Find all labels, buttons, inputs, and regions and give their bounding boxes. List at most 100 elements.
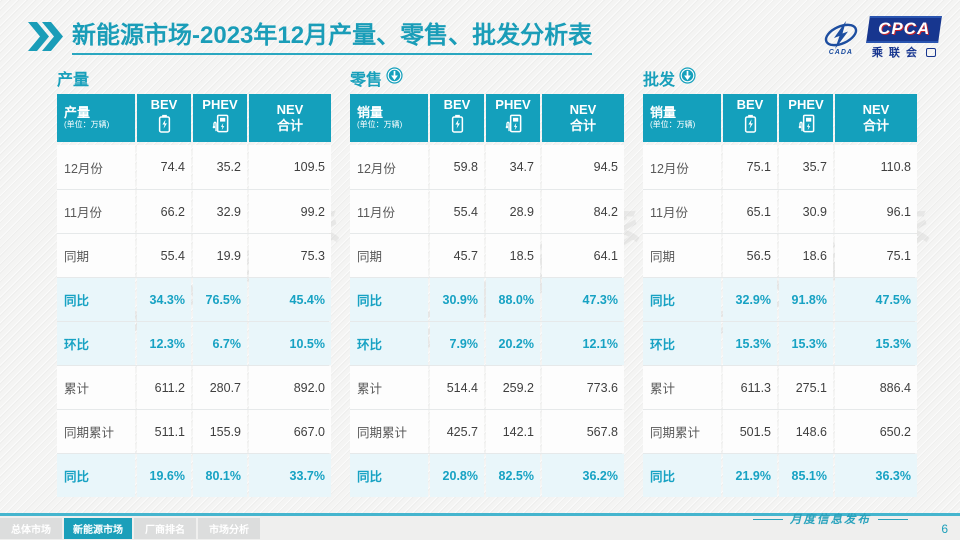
cell-value: 10.5% bbox=[249, 322, 331, 365]
cpca-org-name: 乘联会 bbox=[871, 47, 923, 59]
cell-value: 55.4 bbox=[137, 234, 191, 277]
cell-value: 650.2 bbox=[835, 410, 917, 453]
retail-table: 销量 (单位：万辆) BEV PHEV NEV 合计 12月份 59.8 34.7 94.5 11月… bbox=[350, 94, 624, 497]
row-label: 同期 bbox=[350, 234, 428, 277]
cell-value: 501.5 bbox=[723, 410, 777, 453]
cell-value: 19.6% bbox=[137, 454, 191, 497]
nev-label-line2: 合计 bbox=[569, 118, 596, 133]
section-wholesale: 批发 销量 (单位：万辆) BEV PHEV NEV 合计 12月份 75.1 35.7 110.… bbox=[643, 66, 917, 497]
nav-tab-nev-market[interactable]: 新能源市场 bbox=[64, 518, 132, 539]
cell-value: 148.6 bbox=[779, 410, 833, 453]
cpca-seal-icon bbox=[925, 47, 936, 57]
cell-value: 91.8% bbox=[779, 278, 833, 321]
row-label: 12月份 bbox=[350, 145, 428, 189]
phev-label: PHEV bbox=[495, 96, 531, 112]
bev-label: BEV bbox=[736, 96, 764, 112]
table-row: 12月份 59.8 34.7 94.5 bbox=[350, 145, 624, 189]
cell-value: 18.5 bbox=[486, 234, 540, 277]
table-row: 11月份 55.4 28.9 84.2 bbox=[350, 189, 624, 233]
table-row: 12月份 74.4 35.2 109.5 bbox=[57, 145, 331, 189]
charging-station-icon bbox=[211, 112, 230, 138]
table-header-row: 产量 (单位：万辆) BEV PHEV NEV 合计 bbox=[57, 94, 331, 142]
row-label: 同期 bbox=[643, 234, 721, 277]
bev-column-header: BEV bbox=[137, 94, 191, 142]
cell-value: 514.4 bbox=[430, 366, 484, 409]
cell-value: 15.3% bbox=[835, 322, 917, 365]
row-label: 同比 bbox=[57, 454, 135, 497]
table-row: 同比 30.9% 88.0% 47.3% bbox=[350, 277, 624, 321]
battery-icon bbox=[743, 112, 758, 138]
table-row: 同期累计 501.5 148.6 650.2 bbox=[643, 409, 917, 453]
table-row: 同期 56.5 18.6 75.1 bbox=[643, 233, 917, 277]
table-row: 同期累计 425.7 142.1 567.8 bbox=[350, 409, 624, 453]
cell-value: 84.2 bbox=[542, 190, 624, 233]
cell-value: 75.1 bbox=[835, 234, 917, 277]
cell-value: 511.1 bbox=[137, 410, 191, 453]
cell-value: 110.8 bbox=[835, 145, 917, 189]
measure-label: 产量 bbox=[64, 105, 91, 121]
cell-value: 611.2 bbox=[137, 366, 191, 409]
table-row: 同期 55.4 19.9 75.3 bbox=[57, 233, 331, 277]
nev-label-line2: 合计 bbox=[276, 118, 303, 133]
bottom-nav: 总体市场 新能源市场 厂商排名 市场分析 bbox=[0, 518, 260, 539]
cell-value: 85.1% bbox=[779, 454, 833, 497]
cell-value: 94.5 bbox=[542, 145, 624, 189]
cell-value: 28.9 bbox=[486, 190, 540, 233]
row-label: 同比 bbox=[350, 278, 428, 321]
cell-value: 55.4 bbox=[430, 190, 484, 233]
table-row: 12月份 75.1 35.7 110.8 bbox=[643, 145, 917, 189]
table-row: 累计 611.3 275.1 886.4 bbox=[643, 365, 917, 409]
table-row: 累计 611.2 280.7 892.0 bbox=[57, 365, 331, 409]
nev-label-line1: NEV bbox=[276, 102, 304, 118]
cell-value: 19.9 bbox=[193, 234, 247, 277]
row-header-cell: 产量 (单位：万辆) bbox=[57, 94, 135, 142]
cell-value: 280.7 bbox=[193, 366, 247, 409]
section-title-retail: 零售 bbox=[350, 66, 622, 90]
cell-value: 99.2 bbox=[249, 190, 331, 233]
row-label: 同期累计 bbox=[643, 410, 721, 453]
table-header-row: 销量 (单位：万辆) BEV PHEV NEV 合计 bbox=[643, 94, 917, 142]
nav-tab-oem-ranking[interactable]: 厂商排名 bbox=[134, 518, 196, 539]
cpca-swoosh-text: CADA bbox=[828, 48, 853, 56]
cell-value: 47.3% bbox=[542, 278, 624, 321]
cell-value: 45.4% bbox=[249, 278, 331, 321]
cell-value: 36.2% bbox=[542, 454, 624, 497]
cell-value: 155.9 bbox=[193, 410, 247, 453]
battery-icon bbox=[157, 112, 172, 138]
table-row: 累计 514.4 259.2 773.6 bbox=[350, 365, 624, 409]
bev-label: BEV bbox=[150, 96, 178, 112]
cell-value: 611.3 bbox=[723, 366, 777, 409]
charging-station-icon bbox=[797, 112, 816, 138]
section-title-wholesale: 批发 bbox=[643, 66, 915, 90]
row-label: 同比 bbox=[350, 454, 428, 497]
row-label: 累计 bbox=[57, 366, 135, 409]
row-label: 11月份 bbox=[643, 190, 721, 233]
table-row: 环比 7.9% 20.2% 12.1% bbox=[350, 321, 624, 365]
table-row: 同期 45.7 18.5 64.1 bbox=[350, 233, 624, 277]
nev-column-header: NEV 合计 bbox=[249, 94, 331, 142]
cell-value: 35.7 bbox=[779, 145, 833, 189]
table-row: 同比 32.9% 91.8% 47.5% bbox=[643, 277, 917, 321]
nav-tab-market-analysis[interactable]: 市场分析 bbox=[198, 518, 260, 539]
nav-tab-overall-market[interactable]: 总体市场 bbox=[0, 518, 62, 539]
cell-value: 892.0 bbox=[249, 366, 331, 409]
row-header-cell: 销量 (单位：万辆) bbox=[643, 94, 721, 142]
section-retail: 零售 销量 (单位：万辆) BEV PHEV NEV 合计 12月份 59.8 34.7 94.5… bbox=[350, 66, 624, 497]
nev-column-header: NEV 合计 bbox=[835, 94, 917, 142]
tables-area: 产量 产量 (单位：万辆) BEV PHEV NEV 合计 12月份 74.4 35.2 109.… bbox=[57, 66, 917, 497]
row-header-cell: 销量 (单位：万辆) bbox=[350, 94, 428, 142]
cell-value: 425.7 bbox=[430, 410, 484, 453]
cell-value: 56.5 bbox=[723, 234, 777, 277]
row-label: 同比 bbox=[643, 454, 721, 497]
cell-value: 20.8% bbox=[430, 454, 484, 497]
nev-column-header: NEV 合计 bbox=[542, 94, 624, 142]
row-label: 累计 bbox=[643, 366, 721, 409]
cell-value: 75.3 bbox=[249, 234, 331, 277]
cell-value: 96.1 bbox=[835, 190, 917, 233]
phev-column-header: PHEV bbox=[779, 94, 833, 142]
table-row: 环比 15.3% 15.3% 15.3% bbox=[643, 321, 917, 365]
section-label: 批发 bbox=[643, 72, 676, 89]
cell-value: 12.1% bbox=[542, 322, 624, 365]
footer-note: 月度信息发布 bbox=[753, 511, 908, 527]
cell-value: 20.2% bbox=[486, 322, 540, 365]
